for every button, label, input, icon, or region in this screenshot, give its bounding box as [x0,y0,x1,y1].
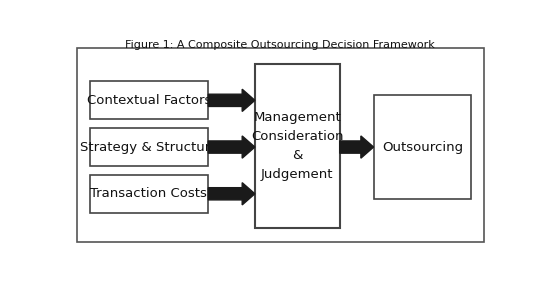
Bar [77,48,484,242]
Text: Figure 1: A Composite Outsourcing Decision Framework: Figure 1: A Composite Outsourcing Decisi… [125,40,435,50]
FancyArrow shape [208,136,255,158]
FancyArrow shape [208,89,255,112]
FancyArrow shape [208,183,255,205]
Bar [374,95,471,199]
FancyArrow shape [340,136,374,158]
Bar [255,64,340,228]
Text: Transaction Costs: Transaction Costs [90,187,207,200]
Text: Outsourcing: Outsourcing [382,140,463,153]
Text: Strategy & Structure: Strategy & Structure [80,140,218,153]
Bar [90,175,208,213]
Text: Contextual Factors: Contextual Factors [87,94,211,107]
Bar [90,128,208,166]
Bar [90,81,208,119]
Text: Management
Consideration
&
Judgement: Management Consideration & Judgement [251,111,344,181]
